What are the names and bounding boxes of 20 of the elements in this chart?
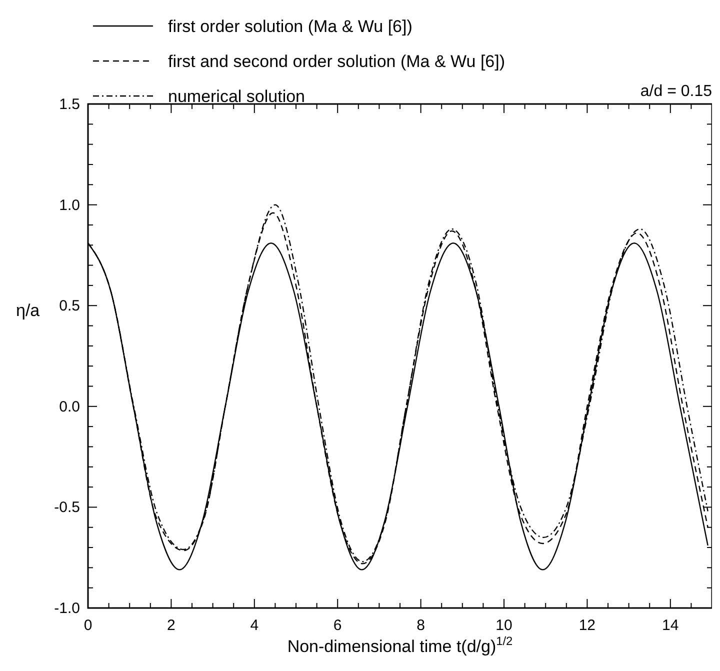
text: a/d = 0.15 — [640, 83, 712, 100]
x-tick-label: 10 — [496, 617, 512, 634]
y-tick-label: 1.5 — [59, 96, 80, 113]
y-tick-label: 0.5 — [59, 298, 80, 315]
x-tick-label: 0 — [84, 617, 92, 634]
y-axis-title: η/a — [16, 301, 40, 320]
legend-label: first and second order solution (Ma & Wu [6]) — [168, 52, 506, 71]
y-tick-label: 1.0 — [59, 196, 80, 214]
x-tick-label: 6 — [333, 617, 342, 634]
legend-label: numerical solution — [168, 87, 306, 106]
y-tick-label: -1.0 — [54, 600, 80, 617]
x-tick-label: 2 — [167, 617, 176, 634]
x-tick-label: 4 — [250, 617, 259, 634]
x-tick-label: 12 — [578, 617, 596, 634]
y-tick-label: 0.0 — [59, 398, 80, 416]
y-tick-label: -0.5 — [54, 499, 80, 516]
x-tick-label: 8 — [416, 617, 425, 634]
x-axis-title: Non-dimensional time t(d/g)$^{1/2}$ — [287, 634, 514, 656]
legend-label: first order solution (Ma & Wu [6]) — [168, 17, 412, 36]
x-tick-label: 14 — [662, 617, 679, 634]
